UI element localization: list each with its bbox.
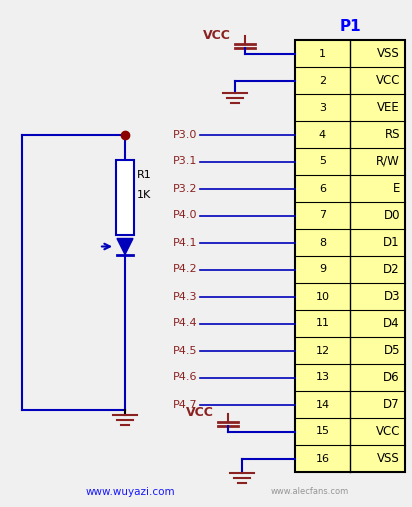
- Text: D3: D3: [384, 290, 400, 303]
- Text: VCC: VCC: [375, 425, 400, 438]
- Text: www.wuyazi.com: www.wuyazi.com: [85, 487, 175, 497]
- Text: www.alecfans.com: www.alecfans.com: [271, 488, 349, 496]
- Text: P3.0: P3.0: [173, 129, 197, 139]
- Text: D2: D2: [384, 263, 400, 276]
- Text: R/W: R/W: [376, 155, 400, 168]
- Text: 1K: 1K: [137, 190, 151, 199]
- Text: 14: 14: [316, 400, 330, 410]
- Text: D5: D5: [384, 344, 400, 357]
- Text: P4.4: P4.4: [172, 318, 197, 329]
- Text: 16: 16: [316, 453, 330, 463]
- Text: 10: 10: [316, 292, 330, 302]
- Text: 15: 15: [316, 426, 330, 437]
- Bar: [295, 40, 405, 472]
- Text: P4.7: P4.7: [172, 400, 197, 410]
- Text: P1: P1: [339, 19, 361, 34]
- Text: D1: D1: [384, 236, 400, 249]
- Text: R1: R1: [137, 169, 152, 179]
- Text: P4.2: P4.2: [172, 265, 197, 274]
- Text: P4.6: P4.6: [173, 373, 197, 382]
- Text: VSS: VSS: [377, 47, 400, 60]
- Text: 9: 9: [319, 265, 326, 274]
- Text: 4: 4: [319, 129, 326, 139]
- Text: VSS: VSS: [377, 452, 400, 465]
- Text: P4.5: P4.5: [173, 345, 197, 355]
- Bar: [116, 160, 134, 235]
- Text: P3.2: P3.2: [173, 184, 197, 194]
- Text: P4.0: P4.0: [173, 210, 197, 221]
- Text: 3: 3: [319, 102, 326, 113]
- Polygon shape: [117, 238, 133, 255]
- Text: 6: 6: [319, 184, 326, 194]
- Text: VCC: VCC: [186, 407, 214, 419]
- Text: 11: 11: [316, 318, 330, 329]
- Text: D7: D7: [384, 398, 400, 411]
- Text: 1: 1: [319, 49, 326, 58]
- Text: 12: 12: [316, 345, 330, 355]
- Text: VCC: VCC: [203, 28, 231, 42]
- Text: 8: 8: [319, 237, 326, 247]
- Text: P4.3: P4.3: [173, 292, 197, 302]
- Text: D0: D0: [384, 209, 400, 222]
- Text: RS: RS: [384, 128, 400, 141]
- Text: D4: D4: [384, 317, 400, 330]
- Text: P4.1: P4.1: [173, 237, 197, 247]
- Text: VEE: VEE: [377, 101, 400, 114]
- Text: VCC: VCC: [375, 74, 400, 87]
- Text: 2: 2: [319, 76, 326, 86]
- Text: 5: 5: [319, 157, 326, 166]
- Text: E: E: [393, 182, 400, 195]
- Text: 13: 13: [316, 373, 330, 382]
- Text: D6: D6: [384, 371, 400, 384]
- Text: 7: 7: [319, 210, 326, 221]
- Text: P3.1: P3.1: [173, 157, 197, 166]
